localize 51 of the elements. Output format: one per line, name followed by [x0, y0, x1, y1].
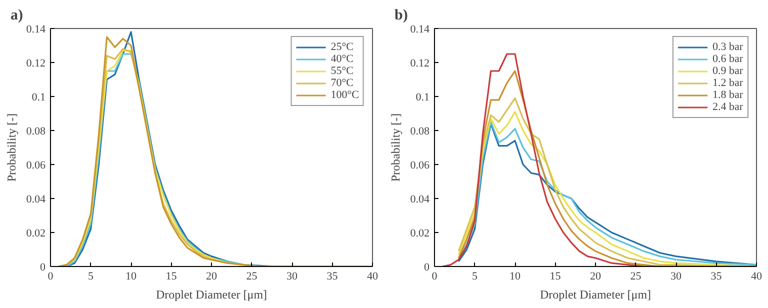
x-tick-label: 15 [166, 270, 178, 282]
y-tick-label: 0.12 [26, 58, 46, 70]
y-tick-label: 0.06 [26, 160, 46, 172]
y-tick-label: 0.04 [410, 194, 430, 206]
y-tick-label: 0.14 [410, 24, 430, 36]
y-tick-label: 0 [40, 262, 46, 274]
x-tick-label: 35 [710, 270, 722, 282]
x-tick-label: 0 [432, 270, 438, 282]
x-axis-title: Droplet Diameter [μm] [156, 288, 268, 302]
y-tick-label: 0.14 [26, 24, 46, 36]
y-axis-title: Probability [-] [4, 113, 18, 182]
x-tick-label: 20 [590, 270, 602, 282]
x-tick-label: 10 [126, 270, 137, 282]
x-tick-label: 30 [670, 270, 682, 282]
x-tick-label: 25 [630, 270, 642, 282]
legend-label: 1.2 bar [712, 77, 743, 89]
legend-label: 0.3 bar [712, 41, 743, 53]
x-tick-label: 5 [472, 270, 478, 282]
legend-label: 1.8 bar [712, 89, 743, 101]
y-tick-label: 0.1 [32, 92, 46, 104]
y-axis-title: Probability [-] [388, 113, 402, 182]
y-tick-label: 0 [424, 262, 430, 274]
y-tick-label: 0.04 [26, 194, 46, 206]
x-tick-label: 30 [286, 270, 298, 282]
x-tick-label: 5 [88, 270, 94, 282]
legend-label: 100°C [330, 89, 359, 101]
y-tick-label: 0.1 [416, 92, 430, 104]
x-tick-label: 20 [206, 270, 218, 282]
legend-label: 2.4 bar [712, 101, 743, 113]
x-tick-label: 40 [367, 270, 378, 282]
y-tick-label: 0.08 [26, 126, 46, 138]
x-tick-label: 0 [48, 270, 54, 282]
legend-label: 55°C [330, 65, 354, 77]
y-tick-label: 0.02 [26, 228, 46, 240]
legend-label: 0.9 bar [712, 65, 743, 77]
legend-label: 40°C [330, 53, 354, 65]
legend-label: 70°C [330, 77, 354, 89]
legend-label: 0.6 bar [712, 53, 743, 65]
y-tick-label: 0.12 [410, 58, 430, 70]
x-tick-label: 25 [246, 270, 258, 282]
chart-title: b) [394, 8, 408, 24]
legend-label: 25°C [330, 41, 354, 53]
x-axis-title: Droplet Diameter [μm] [540, 288, 652, 302]
y-tick-label: 0.08 [410, 126, 430, 138]
x-tick-label: 40 [751, 270, 762, 282]
y-tick-label: 0.02 [410, 228, 430, 240]
y-tick-label: 0.06 [410, 160, 430, 172]
chart-title: a) [10, 8, 23, 24]
x-tick-label: 35 [326, 270, 338, 282]
x-tick-label: 15 [550, 270, 562, 282]
x-tick-label: 10 [510, 270, 521, 282]
